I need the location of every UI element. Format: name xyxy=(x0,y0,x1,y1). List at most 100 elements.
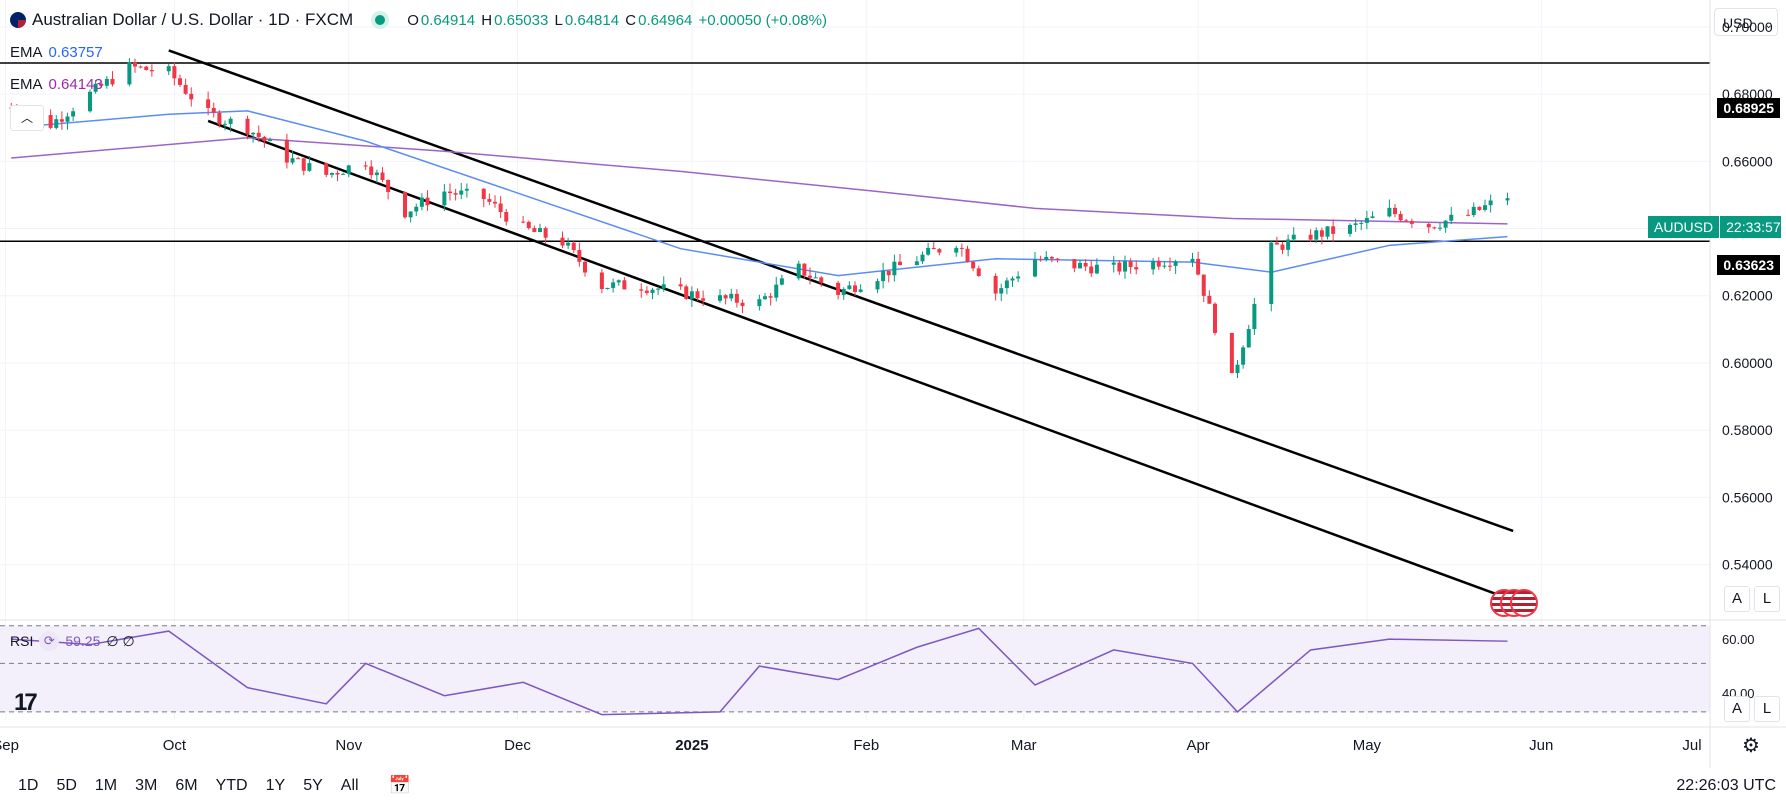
candle-body xyxy=(763,296,767,300)
candle-body xyxy=(1207,295,1212,304)
candle-body xyxy=(875,281,880,290)
candle-body xyxy=(796,263,801,279)
candle-body xyxy=(419,197,424,207)
candle-body xyxy=(898,261,902,266)
refresh-icon: ⟳ xyxy=(39,631,60,651)
candle-body xyxy=(1471,206,1476,216)
candle-body xyxy=(768,296,773,298)
ema-fast-polyline xyxy=(11,110,1508,277)
rsi-log-scale-button[interactable]: L xyxy=(1754,696,1780,722)
rsi-legend[interactable]: RSI ⟳ 59.25 ∅ ∅ xyxy=(10,631,135,651)
events-badge[interactable] xyxy=(1490,589,1542,617)
rsi-label: RSI xyxy=(10,633,34,649)
candle-body xyxy=(560,237,565,246)
time-tick-label: Apr xyxy=(1186,737,1209,754)
candle-body xyxy=(99,83,104,86)
settings-gear-icon[interactable]: ⚙ xyxy=(1742,735,1760,757)
ema-fast-value: 0.63757 xyxy=(48,44,103,61)
candle-body xyxy=(1426,223,1431,228)
currency-button[interactable]: USD ⌄ xyxy=(1714,8,1778,36)
candle-body xyxy=(453,193,458,195)
candle-body xyxy=(937,249,942,253)
candle-body xyxy=(689,291,694,299)
log-scale-button[interactable]: L xyxy=(1754,586,1780,612)
candle-body xyxy=(1246,329,1251,348)
timeframe-ytd[interactable]: YTD xyxy=(215,776,248,794)
candle-body xyxy=(926,247,931,255)
candle-body xyxy=(1117,262,1122,272)
candle-body xyxy=(1314,230,1319,240)
candle-body xyxy=(1156,260,1161,267)
candle-body xyxy=(1466,214,1471,216)
candle-body xyxy=(1078,262,1082,269)
candle-body xyxy=(729,293,734,299)
chevron-up-icon: ︿ xyxy=(20,111,33,125)
candle-body xyxy=(414,206,419,212)
event-icon xyxy=(1510,589,1538,617)
candle-body xyxy=(1128,261,1133,268)
ema-slow-line xyxy=(11,137,1508,225)
candle-body xyxy=(819,277,824,283)
price-tick-label: 0.70000 xyxy=(1722,19,1773,35)
candle-body xyxy=(1319,230,1324,237)
timeframe-5d[interactable]: 5D xyxy=(56,776,77,794)
timeframe-3m[interactable]: 3M xyxy=(135,776,158,794)
candle-body xyxy=(1111,262,1116,265)
timeframe-5y[interactable]: 5Y xyxy=(303,776,323,794)
candle-body xyxy=(127,62,132,85)
candle-body xyxy=(442,191,447,206)
ema-fast-line xyxy=(11,110,1508,277)
candle-body xyxy=(324,163,329,175)
candle-body xyxy=(1089,266,1094,274)
price-change: +0.00050 (+0.08%) xyxy=(698,11,827,29)
candle-body xyxy=(1438,227,1442,229)
candle-body xyxy=(566,242,571,246)
candle-body xyxy=(1241,347,1246,365)
date-range-icon[interactable]: 📅 xyxy=(388,775,411,795)
candle-body xyxy=(858,289,863,292)
market-status-icon xyxy=(375,15,386,25)
rsi-tick-label: 60.00 xyxy=(1722,632,1755,647)
candle-body xyxy=(521,221,526,223)
candle-body xyxy=(1010,278,1015,281)
candle-body xyxy=(408,211,413,218)
candle-body xyxy=(1370,216,1375,218)
auto-scale-button[interactable]: A xyxy=(1724,586,1750,612)
candle-body xyxy=(448,191,452,194)
trendline xyxy=(168,49,1514,533)
candle-body xyxy=(1213,303,1217,333)
timeframe-1m[interactable]: 1M xyxy=(94,776,118,794)
candle-body xyxy=(251,132,256,135)
candle-body xyxy=(217,112,222,125)
candle-body xyxy=(577,250,582,262)
candle-body xyxy=(329,172,334,175)
candle-body xyxy=(493,201,497,204)
candle-body xyxy=(808,275,812,278)
candle-body xyxy=(639,289,644,291)
timeframe-6m[interactable]: 6M xyxy=(175,776,198,794)
ema-legend-fast[interactable]: EMA 0.63757 xyxy=(10,44,103,61)
candle-body xyxy=(1162,265,1167,267)
price-tick-label: 0.62000 xyxy=(1722,288,1773,304)
time-tick-label: Mar xyxy=(1011,737,1037,754)
candle-body xyxy=(526,221,531,229)
timeframe-all[interactable]: All xyxy=(340,776,359,794)
timeframe-1y[interactable]: 1Y xyxy=(265,776,286,794)
timeframe-1d[interactable]: 1D xyxy=(18,776,39,794)
candle-body xyxy=(1168,265,1172,267)
candle-body xyxy=(262,136,267,142)
rsi-auto-scale-button[interactable]: A xyxy=(1724,696,1750,722)
candle-body xyxy=(459,190,464,195)
clock[interactable]: 22:26:03 UTC xyxy=(1676,776,1776,794)
symbol-price-tag: AUDUSD 22:33:57 xyxy=(1648,216,1781,238)
candle-body xyxy=(847,285,852,290)
collapse-legend-button[interactable]: ︿ xyxy=(10,105,44,131)
candle-body xyxy=(1151,260,1156,270)
ema-legend-slow[interactable]: EMA 0.64143 xyxy=(10,76,103,93)
candle-body xyxy=(206,99,211,108)
candle-body xyxy=(1353,223,1358,226)
symbol-title: Australian Dollar / U.S. Dollar · 1D · F… xyxy=(32,10,354,29)
candle-body xyxy=(211,107,216,113)
candle-body xyxy=(914,261,919,266)
